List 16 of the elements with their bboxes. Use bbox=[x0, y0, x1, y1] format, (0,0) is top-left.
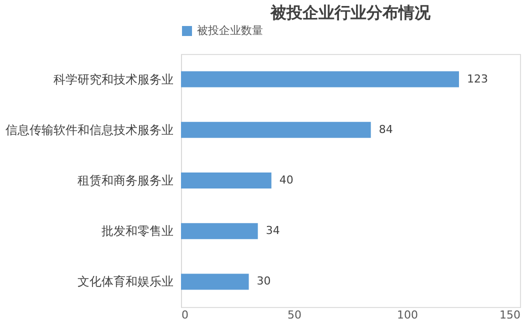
data-label: 30 bbox=[256, 274, 271, 288]
y-tick-label: 科学研究和技术服务业 bbox=[54, 72, 174, 86]
chart-title: 被投企业行业分布情况 bbox=[270, 3, 432, 22]
y-tick-label: 信息传输软件和信息技术服务业 bbox=[6, 122, 174, 137]
data-label: 84 bbox=[378, 122, 393, 136]
y-tick-label: 租赁和商务服务业 bbox=[78, 174, 174, 188]
x-tick-label: 100 bbox=[397, 308, 418, 322]
x-tick-label: 50 bbox=[288, 308, 302, 322]
legend-label: 被投企业数量 bbox=[197, 24, 263, 37]
x-tick-label: 0 bbox=[182, 308, 188, 322]
y-tick-label: 文化体育和娱乐业 bbox=[78, 274, 174, 289]
y-tick-label: 批发和零售业 bbox=[102, 224, 174, 238]
data-label: 34 bbox=[266, 224, 280, 238]
x-tick-label: 150 bbox=[500, 308, 520, 322]
data-label: 40 bbox=[279, 174, 294, 186]
data-label: 123 bbox=[466, 72, 488, 86]
